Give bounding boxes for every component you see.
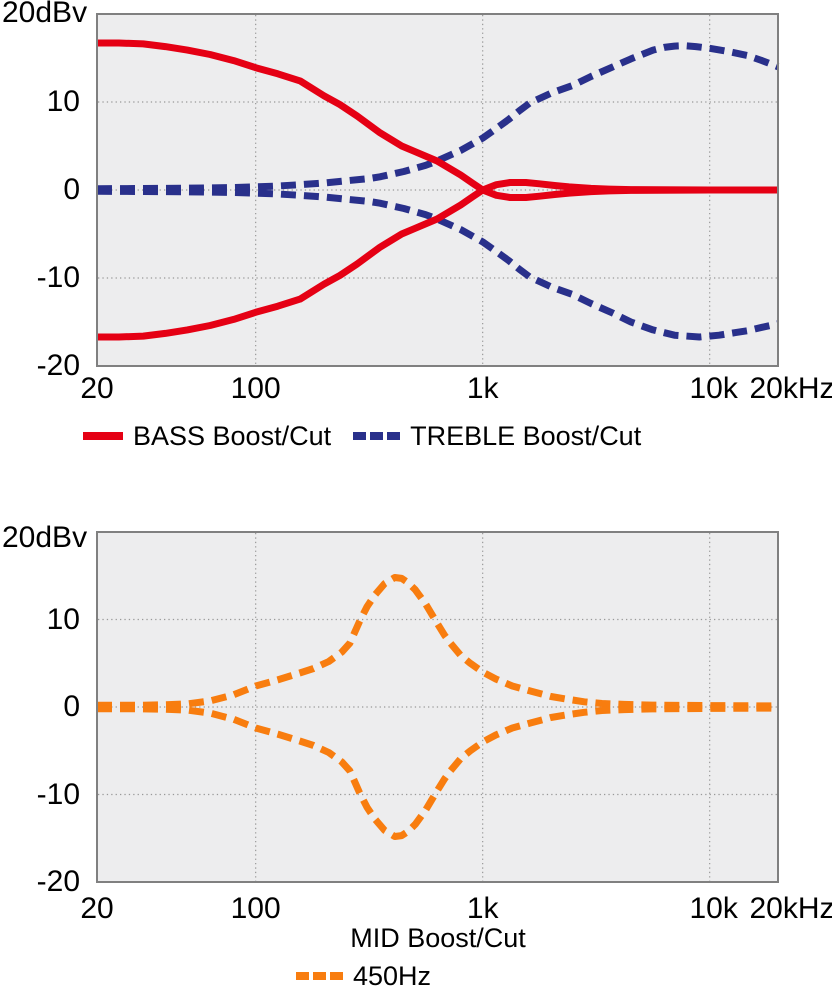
legend-dash	[387, 432, 401, 440]
legend-label: BASS Boost/Cut	[133, 421, 332, 451]
x-tick-label: 20	[80, 372, 114, 405]
x-tick-label: 20kHz	[749, 892, 832, 925]
x-tick-label: 10k	[689, 892, 738, 925]
series-bass-cut	[97, 179, 778, 341]
x-tick-label: 100	[230, 892, 281, 925]
series-mid-boost	[97, 574, 779, 710]
y-tick-label: 0	[63, 173, 80, 206]
x-tick-label: 1k	[466, 892, 499, 925]
y-tick-label: 10	[46, 602, 80, 636]
legend-dash	[313, 972, 326, 980]
y-tick-label: 10	[46, 85, 80, 118]
x-tick-label: 10k	[689, 372, 738, 405]
plot-border	[96, 13, 779, 367]
legend: 450Hz	[296, 960, 431, 992]
legend-solid-line-swatch	[83, 432, 123, 440]
legend-dash	[370, 432, 384, 440]
x-tick-label: 100	[230, 372, 281, 405]
gridlines	[98, 533, 777, 881]
plot-area	[96, 531, 779, 883]
x-tick-label: 1k	[466, 372, 499, 405]
legend-dash	[296, 972, 309, 980]
y-axis-unit-label: 20dBv	[2, 0, 88, 29]
legend-entry-bass-boost-cut: BASS Boost/Cut	[83, 420, 331, 452]
gridlines	[98, 15, 777, 365]
y-tick-label: -20	[36, 349, 80, 382]
x-tick-label: 20kHz	[749, 372, 832, 405]
y-tick-label: -10	[36, 261, 80, 294]
plot-border	[96, 531, 779, 883]
legend-dashed-line-swatch	[296, 972, 343, 980]
series-bass-boost	[97, 39, 778, 201]
plot-area	[96, 13, 780, 367]
legend-dashed-line-swatch	[353, 432, 401, 440]
series-treble-boost	[96, 42, 780, 193]
legend-dash	[330, 972, 343, 980]
series-mid-cut	[97, 704, 779, 840]
series-treble-cut	[96, 187, 779, 341]
legend-entry-450hz: 450Hz	[296, 960, 431, 992]
y-axis-unit-label: 20dBv	[2, 521, 88, 554]
legend-dash	[353, 432, 367, 440]
legend-entry-treble-boost-cut: TREBLE Boost/Cut	[353, 420, 641, 452]
legend-label: 450Hz	[353, 961, 432, 991]
x-tick-label: 20	[80, 892, 114, 925]
y-tick-label: -20	[36, 865, 80, 898]
legend-label: TREBLE Boost/Cut	[410, 421, 642, 451]
legend: BASS Boost/Cut TREBLE Boost/Cut	[83, 420, 641, 452]
y-tick-label: -10	[36, 777, 80, 811]
y-tick-label: 0	[63, 690, 80, 723]
x-axis-title: MID Boost/Cut	[350, 923, 526, 953]
